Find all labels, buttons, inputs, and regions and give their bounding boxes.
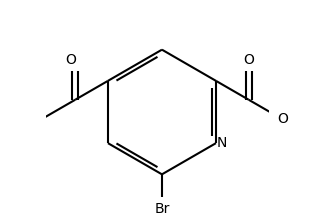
Text: O: O (65, 54, 76, 67)
Text: Br: Br (154, 202, 170, 216)
Text: O: O (277, 112, 288, 126)
Text: O: O (243, 54, 254, 67)
Text: N: N (216, 136, 227, 150)
